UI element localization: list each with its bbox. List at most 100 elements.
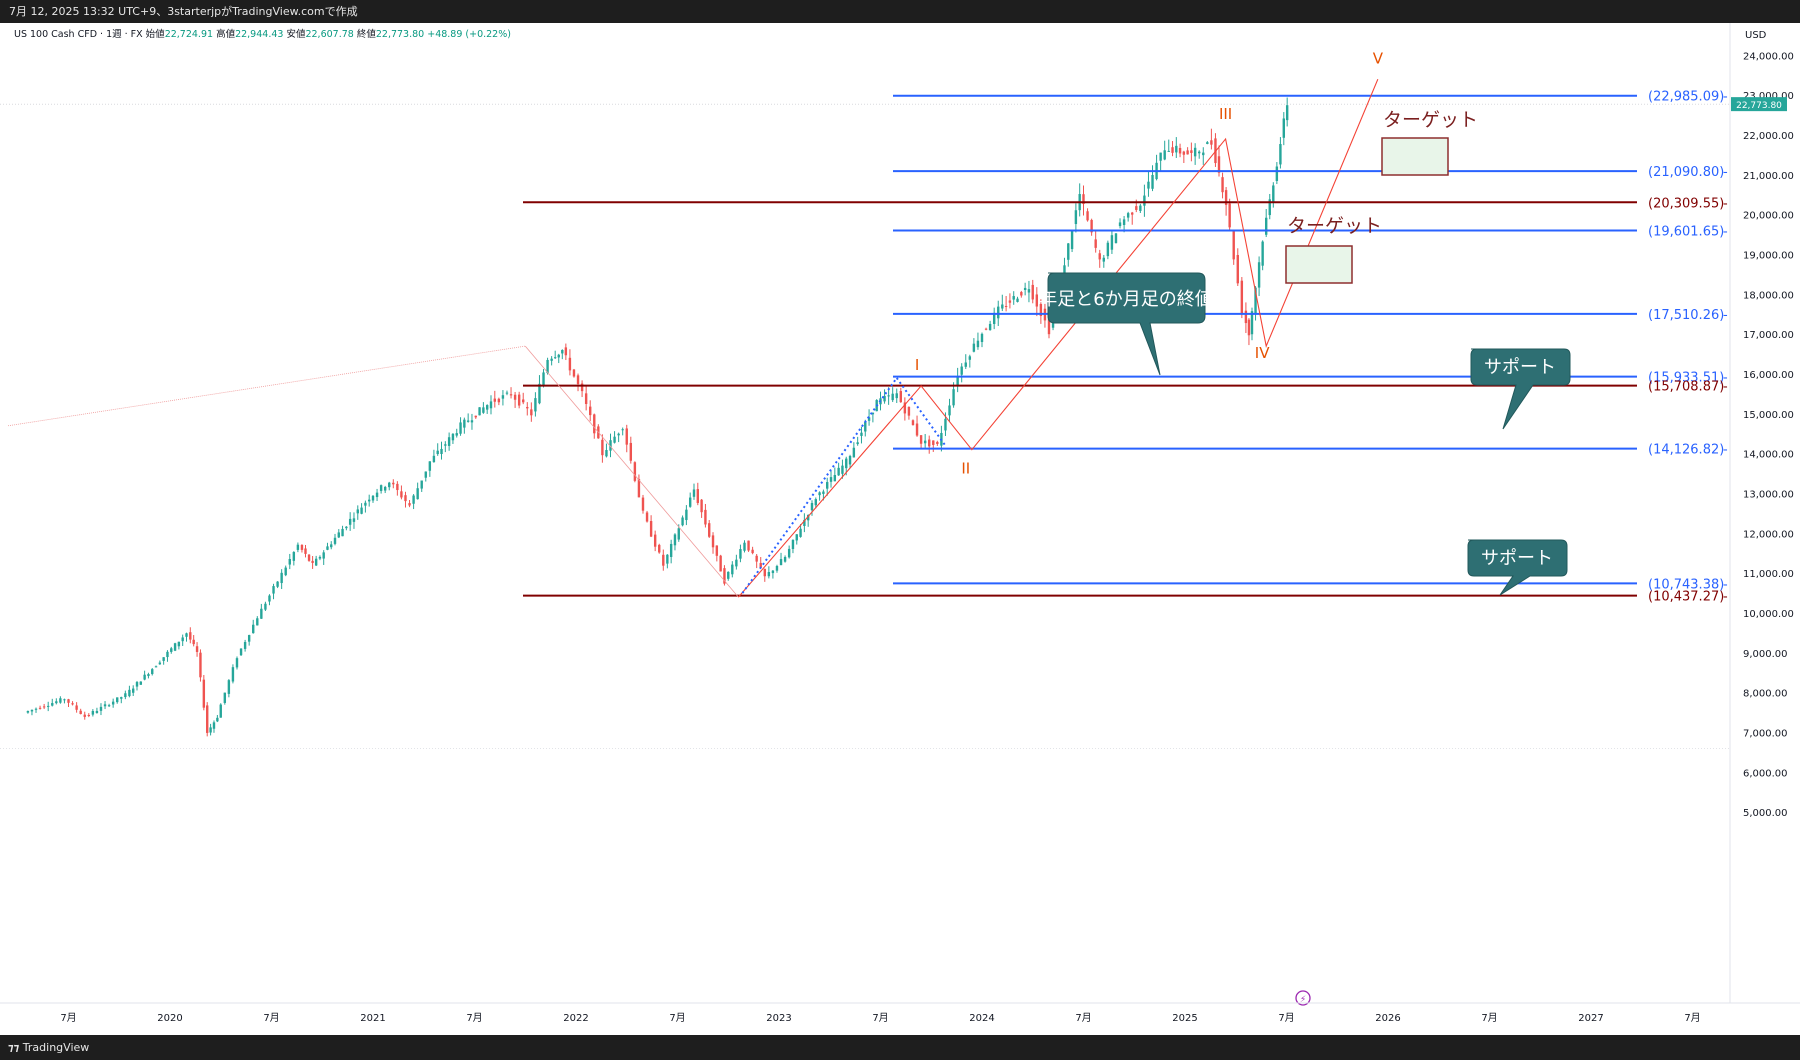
level-tick: - [1723, 90, 1728, 105]
time-tick-label: 2022 [563, 1013, 588, 1024]
candle-body [1171, 147, 1174, 153]
candle-body [1016, 298, 1019, 302]
current-price-label: 22,773.80 [1736, 101, 1782, 111]
candle-body [260, 608, 263, 619]
price-tick-label: 24,000.00 [1743, 51, 1794, 62]
candle-body [984, 328, 988, 330]
candle-body [166, 651, 169, 658]
candle-body [304, 548, 307, 554]
candle-body [1122, 219, 1126, 226]
legend-open-value: 22,724.91 [165, 29, 216, 40]
candle-body [296, 544, 300, 550]
candle-body [936, 441, 939, 444]
candles [26, 97, 1289, 737]
price-tick-label: 18,000.00 [1743, 290, 1794, 301]
candle-body [1070, 231, 1074, 250]
candle-body [806, 514, 810, 521]
candle-body [177, 641, 181, 647]
candle-body [1285, 105, 1289, 121]
time-tick-label: 2023 [766, 1013, 791, 1024]
candle-body [103, 704, 107, 707]
candle-body [256, 618, 259, 626]
candle-body [107, 705, 111, 707]
candle-body [139, 681, 143, 685]
candle-body [412, 495, 415, 504]
candle-body [1110, 235, 1114, 250]
candle-body [1106, 242, 1110, 257]
candle-body [891, 393, 894, 401]
tradingview-logo-icon: ⁊⁊ [8, 1041, 20, 1054]
candle-body [685, 509, 688, 521]
candle-body [280, 572, 283, 584]
candle-body [903, 402, 907, 414]
candle-body [318, 556, 322, 559]
candle-body [731, 564, 734, 575]
time-tick-label: 7月 [1684, 1012, 1700, 1024]
wave-label: IV [1255, 344, 1270, 362]
price-tick-label: 11,000.00 [1743, 569, 1794, 580]
candle-body [1090, 219, 1093, 233]
candle-body [192, 639, 195, 645]
price-chart[interactable]: (28,459.92)-(26,411.83)-(26,171.45)-(22,… [0, 23, 1800, 1035]
candle-body [688, 497, 692, 507]
candle-body [1004, 305, 1008, 307]
wave-label: V [1373, 49, 1384, 67]
candle-body [911, 420, 915, 426]
dotted-trendline [7, 345, 526, 427]
candle-body [173, 643, 177, 651]
candle-body [424, 471, 427, 478]
price-tick-label: 20,000.00 [1743, 211, 1794, 222]
time-tick-label: 7月 [872, 1012, 888, 1024]
price-tick-label: 5,000.00 [1743, 808, 1788, 819]
price-tick-label: 8,000.00 [1743, 689, 1788, 700]
candle-body [1254, 287, 1257, 314]
level-label: (17,510.26) [1648, 308, 1724, 323]
candle-body [1282, 118, 1285, 138]
candle-body [497, 398, 501, 403]
candle-body [485, 405, 489, 410]
candle-body [51, 703, 54, 706]
level-label: (15,933.51) [1648, 371, 1724, 386]
candle-body [264, 603, 267, 610]
candle-body [1202, 152, 1205, 156]
price-axis[interactable]: USD 5,000.00 6,000.00 7,000.00 8,000.00 9,000… [1729, 23, 1794, 1003]
candle-body [649, 521, 653, 537]
candle-body [864, 421, 867, 432]
candle-body [352, 518, 356, 522]
level-tick: - [1723, 443, 1728, 458]
candle-body [288, 559, 291, 565]
candle-body [38, 707, 42, 709]
wave-label: III [1219, 105, 1232, 123]
price-tick-label: 13,000.00 [1743, 490, 1794, 501]
candle-body [337, 532, 340, 538]
candle-body [1039, 304, 1043, 317]
candle-body [199, 652, 202, 678]
candle-body [735, 559, 738, 567]
price-tick-label: 6,000.00 [1743, 768, 1788, 779]
legend-symbol: US 100 Cash CFD · 1週 · FX [14, 28, 146, 40]
currency-label: USD [1745, 30, 1767, 41]
candle-body [235, 658, 239, 668]
candle-body [432, 455, 436, 463]
wave-label: II [961, 460, 970, 478]
candle-body [463, 419, 466, 428]
candle-body [1206, 142, 1209, 144]
candle-body [576, 375, 580, 384]
candle-body [1118, 222, 1122, 227]
candle-body [814, 499, 817, 506]
candle-body [135, 682, 139, 687]
level-label: (21,090.80) [1648, 165, 1724, 180]
candle-body [1228, 203, 1231, 228]
candle-body [55, 701, 58, 704]
candle-body [546, 359, 549, 374]
candle-body [447, 437, 451, 446]
candle-body [1086, 211, 1089, 221]
candle-body [367, 499, 371, 502]
candle-body [459, 422, 462, 434]
top-caption-bar: 7月 12, 2025 13:32 UTC+9、3starterjpがTradi… [0, 0, 1800, 23]
candle-body [132, 688, 135, 693]
candle-body [1082, 194, 1085, 205]
legend-low-label: 安値 [286, 28, 306, 40]
time-axis[interactable]: 7月 2020 7月 2021 7月 2022 7月 2023 7月 2024 7月 2025 7月 20… [0, 1002, 1800, 1024]
candle-body [1067, 243, 1070, 260]
